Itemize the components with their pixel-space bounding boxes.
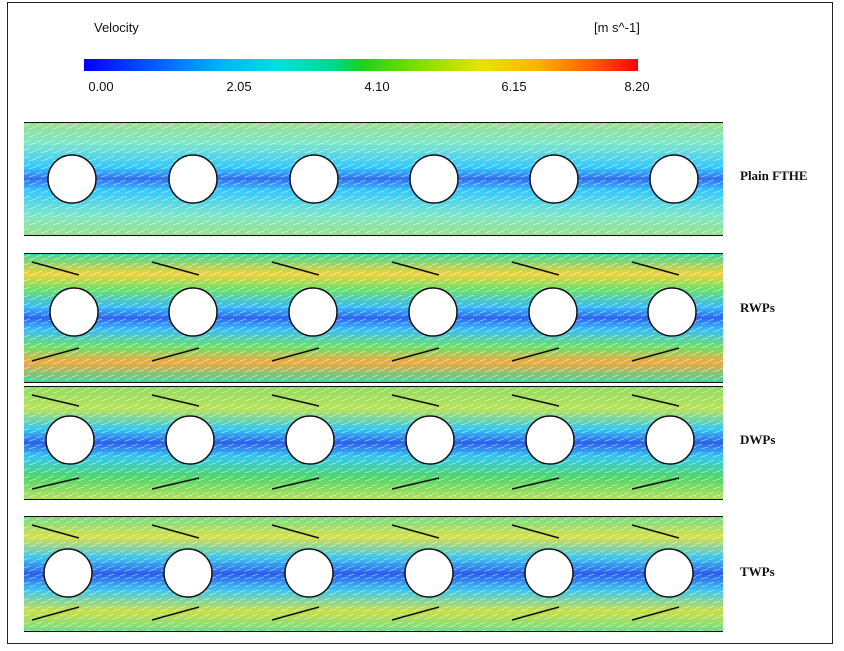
winglet xyxy=(31,606,80,621)
winglet xyxy=(151,477,200,490)
tube xyxy=(168,154,218,204)
tube xyxy=(645,415,695,465)
winglet xyxy=(151,347,200,362)
colorbar-unit: [m s^-1] xyxy=(594,20,640,35)
tube xyxy=(284,548,334,598)
winglet xyxy=(511,477,560,490)
winglet xyxy=(511,606,560,621)
winglet xyxy=(31,394,80,407)
panel-rwps xyxy=(24,253,723,383)
winglet xyxy=(631,606,680,621)
tube xyxy=(165,415,215,465)
tube xyxy=(163,548,213,598)
colorbar-tick: 6.15 xyxy=(501,79,527,94)
tube xyxy=(647,287,697,337)
winglet xyxy=(271,606,320,621)
colorbar-tick: 2.05 xyxy=(226,79,252,94)
velocity-field-twps xyxy=(24,516,723,632)
tube xyxy=(285,415,335,465)
winglet xyxy=(631,477,680,490)
velocity-field-plain xyxy=(24,122,723,236)
panel-label: DWPs xyxy=(740,432,776,447)
panel-label: Plain FTHE xyxy=(740,168,808,183)
velocity-field-rwps xyxy=(24,253,723,383)
tube xyxy=(288,287,338,337)
tube xyxy=(644,548,694,598)
tube xyxy=(405,415,455,465)
tube xyxy=(529,154,579,204)
winglet xyxy=(271,524,320,539)
colorbar-tick: 4.10 xyxy=(364,79,390,94)
colorbar-title: Velocity xyxy=(94,20,139,35)
tube xyxy=(43,548,93,598)
winglet xyxy=(151,524,200,539)
winglet xyxy=(151,606,200,621)
winglet xyxy=(151,394,200,407)
tube xyxy=(289,154,339,204)
winglet xyxy=(31,347,80,362)
winglet xyxy=(631,524,680,539)
tube xyxy=(528,287,578,337)
winglet xyxy=(31,524,80,539)
colorbar-tick: 8.20 xyxy=(624,79,650,94)
winglet xyxy=(391,606,440,621)
winglet xyxy=(391,524,440,539)
tube xyxy=(525,415,575,465)
velocity-field-dwps xyxy=(24,386,723,500)
tube xyxy=(47,154,97,204)
colorbar xyxy=(84,59,638,71)
winglet xyxy=(391,477,440,490)
panel-twps xyxy=(24,516,723,632)
winglet xyxy=(391,347,440,362)
tube xyxy=(45,415,95,465)
tube xyxy=(409,154,459,204)
tube xyxy=(408,287,458,337)
panel-label: TWPs xyxy=(740,564,775,579)
winglet xyxy=(391,394,440,407)
winglet xyxy=(271,477,320,490)
winglet xyxy=(631,394,680,407)
tube xyxy=(168,287,218,337)
winglet xyxy=(271,394,320,407)
winglet xyxy=(511,524,560,539)
winglet xyxy=(631,261,680,276)
winglet xyxy=(31,477,80,490)
tube xyxy=(524,548,574,598)
panel-plain-fthe xyxy=(24,122,723,236)
panel-label: RWPs xyxy=(740,300,775,315)
winglet xyxy=(631,347,680,362)
winglet xyxy=(511,394,560,407)
colorbar-tick: 0.00 xyxy=(88,79,114,94)
tube xyxy=(404,548,454,598)
winglet xyxy=(151,261,200,276)
winglet xyxy=(511,261,560,276)
winglet xyxy=(391,261,440,276)
panel-dwps xyxy=(24,386,723,500)
tube xyxy=(649,154,699,204)
tube xyxy=(49,287,99,337)
winglet xyxy=(511,347,560,362)
winglet xyxy=(271,347,320,362)
winglet xyxy=(31,261,80,276)
winglet xyxy=(271,261,320,276)
